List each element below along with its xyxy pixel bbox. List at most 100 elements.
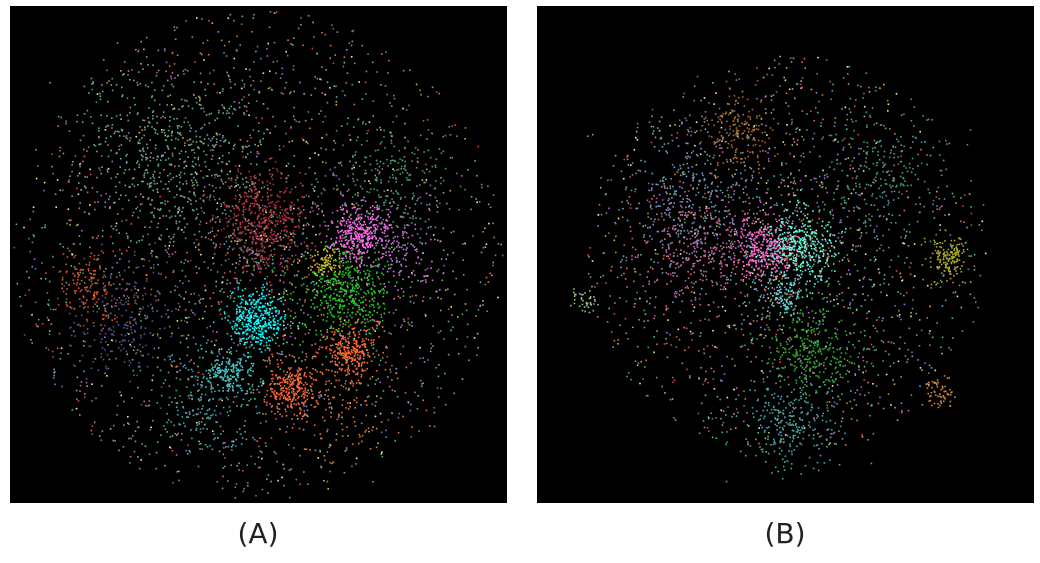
node bbox=[258, 309, 261, 312]
node bbox=[392, 312, 395, 314]
node bbox=[225, 240, 228, 243]
node bbox=[136, 162, 138, 164]
node bbox=[62, 253, 65, 255]
node bbox=[164, 151, 166, 154]
node bbox=[326, 261, 329, 263]
node bbox=[334, 248, 336, 250]
node bbox=[316, 292, 319, 294]
node bbox=[190, 127, 192, 129]
node bbox=[86, 176, 89, 178]
node bbox=[280, 172, 283, 175]
node bbox=[248, 207, 251, 209]
node bbox=[228, 75, 230, 78]
node bbox=[93, 296, 96, 298]
node bbox=[372, 261, 375, 263]
node bbox=[296, 258, 299, 260]
node bbox=[111, 160, 113, 163]
node bbox=[263, 312, 266, 315]
node bbox=[218, 348, 221, 351]
node bbox=[285, 165, 288, 167]
node bbox=[345, 82, 348, 84]
node bbox=[242, 318, 244, 320]
node bbox=[293, 118, 296, 121]
node bbox=[228, 160, 230, 163]
node bbox=[275, 168, 278, 170]
node bbox=[289, 496, 291, 499]
node bbox=[280, 220, 282, 222]
node bbox=[433, 407, 435, 409]
node bbox=[65, 122, 67, 125]
node bbox=[185, 180, 187, 183]
node bbox=[168, 190, 171, 193]
node bbox=[167, 95, 169, 98]
node bbox=[378, 323, 381, 325]
node bbox=[176, 117, 178, 120]
node bbox=[287, 174, 290, 177]
node bbox=[343, 295, 345, 297]
node bbox=[297, 327, 300, 330]
node bbox=[196, 421, 198, 424]
node bbox=[184, 196, 186, 199]
node bbox=[492, 194, 495, 196]
node bbox=[200, 104, 202, 106]
node bbox=[85, 381, 88, 384]
node bbox=[356, 266, 359, 268]
node bbox=[345, 220, 348, 223]
node bbox=[149, 139, 151, 141]
node bbox=[215, 234, 218, 236]
node bbox=[395, 309, 397, 311]
node bbox=[341, 284, 343, 286]
node bbox=[262, 137, 264, 140]
node bbox=[266, 129, 269, 131]
node bbox=[268, 211, 271, 213]
node bbox=[115, 222, 118, 225]
node bbox=[157, 156, 159, 158]
node bbox=[374, 383, 376, 385]
node bbox=[345, 205, 348, 207]
node bbox=[269, 214, 272, 217]
node bbox=[152, 189, 154, 192]
node bbox=[258, 206, 261, 208]
node bbox=[273, 327, 275, 330]
node bbox=[144, 226, 146, 228]
node bbox=[225, 55, 228, 57]
node bbox=[275, 237, 278, 240]
node bbox=[254, 229, 257, 232]
node bbox=[224, 259, 227, 262]
node bbox=[364, 229, 366, 232]
node bbox=[113, 202, 115, 204]
node bbox=[298, 259, 301, 261]
node bbox=[140, 403, 143, 406]
node bbox=[343, 349, 346, 351]
node bbox=[236, 332, 238, 335]
node bbox=[372, 213, 374, 216]
node bbox=[250, 224, 252, 226]
node bbox=[381, 53, 383, 55]
node bbox=[357, 118, 359, 121]
node bbox=[340, 344, 342, 346]
node bbox=[415, 83, 418, 86]
node bbox=[314, 245, 317, 248]
node bbox=[242, 306, 245, 309]
node bbox=[410, 436, 412, 438]
node bbox=[351, 40, 354, 43]
node bbox=[239, 279, 242, 282]
node bbox=[305, 405, 308, 408]
node bbox=[301, 211, 303, 214]
node bbox=[379, 143, 382, 145]
node bbox=[90, 273, 93, 275]
node bbox=[274, 224, 276, 226]
node bbox=[133, 177, 135, 179]
node bbox=[244, 308, 247, 311]
node bbox=[245, 329, 248, 331]
node bbox=[477, 309, 480, 311]
node bbox=[261, 333, 264, 336]
node bbox=[484, 283, 487, 286]
node bbox=[82, 340, 85, 342]
node bbox=[363, 196, 365, 199]
node bbox=[356, 349, 359, 351]
node bbox=[368, 332, 371, 334]
node bbox=[324, 93, 326, 96]
node bbox=[357, 253, 360, 255]
node bbox=[391, 364, 393, 367]
